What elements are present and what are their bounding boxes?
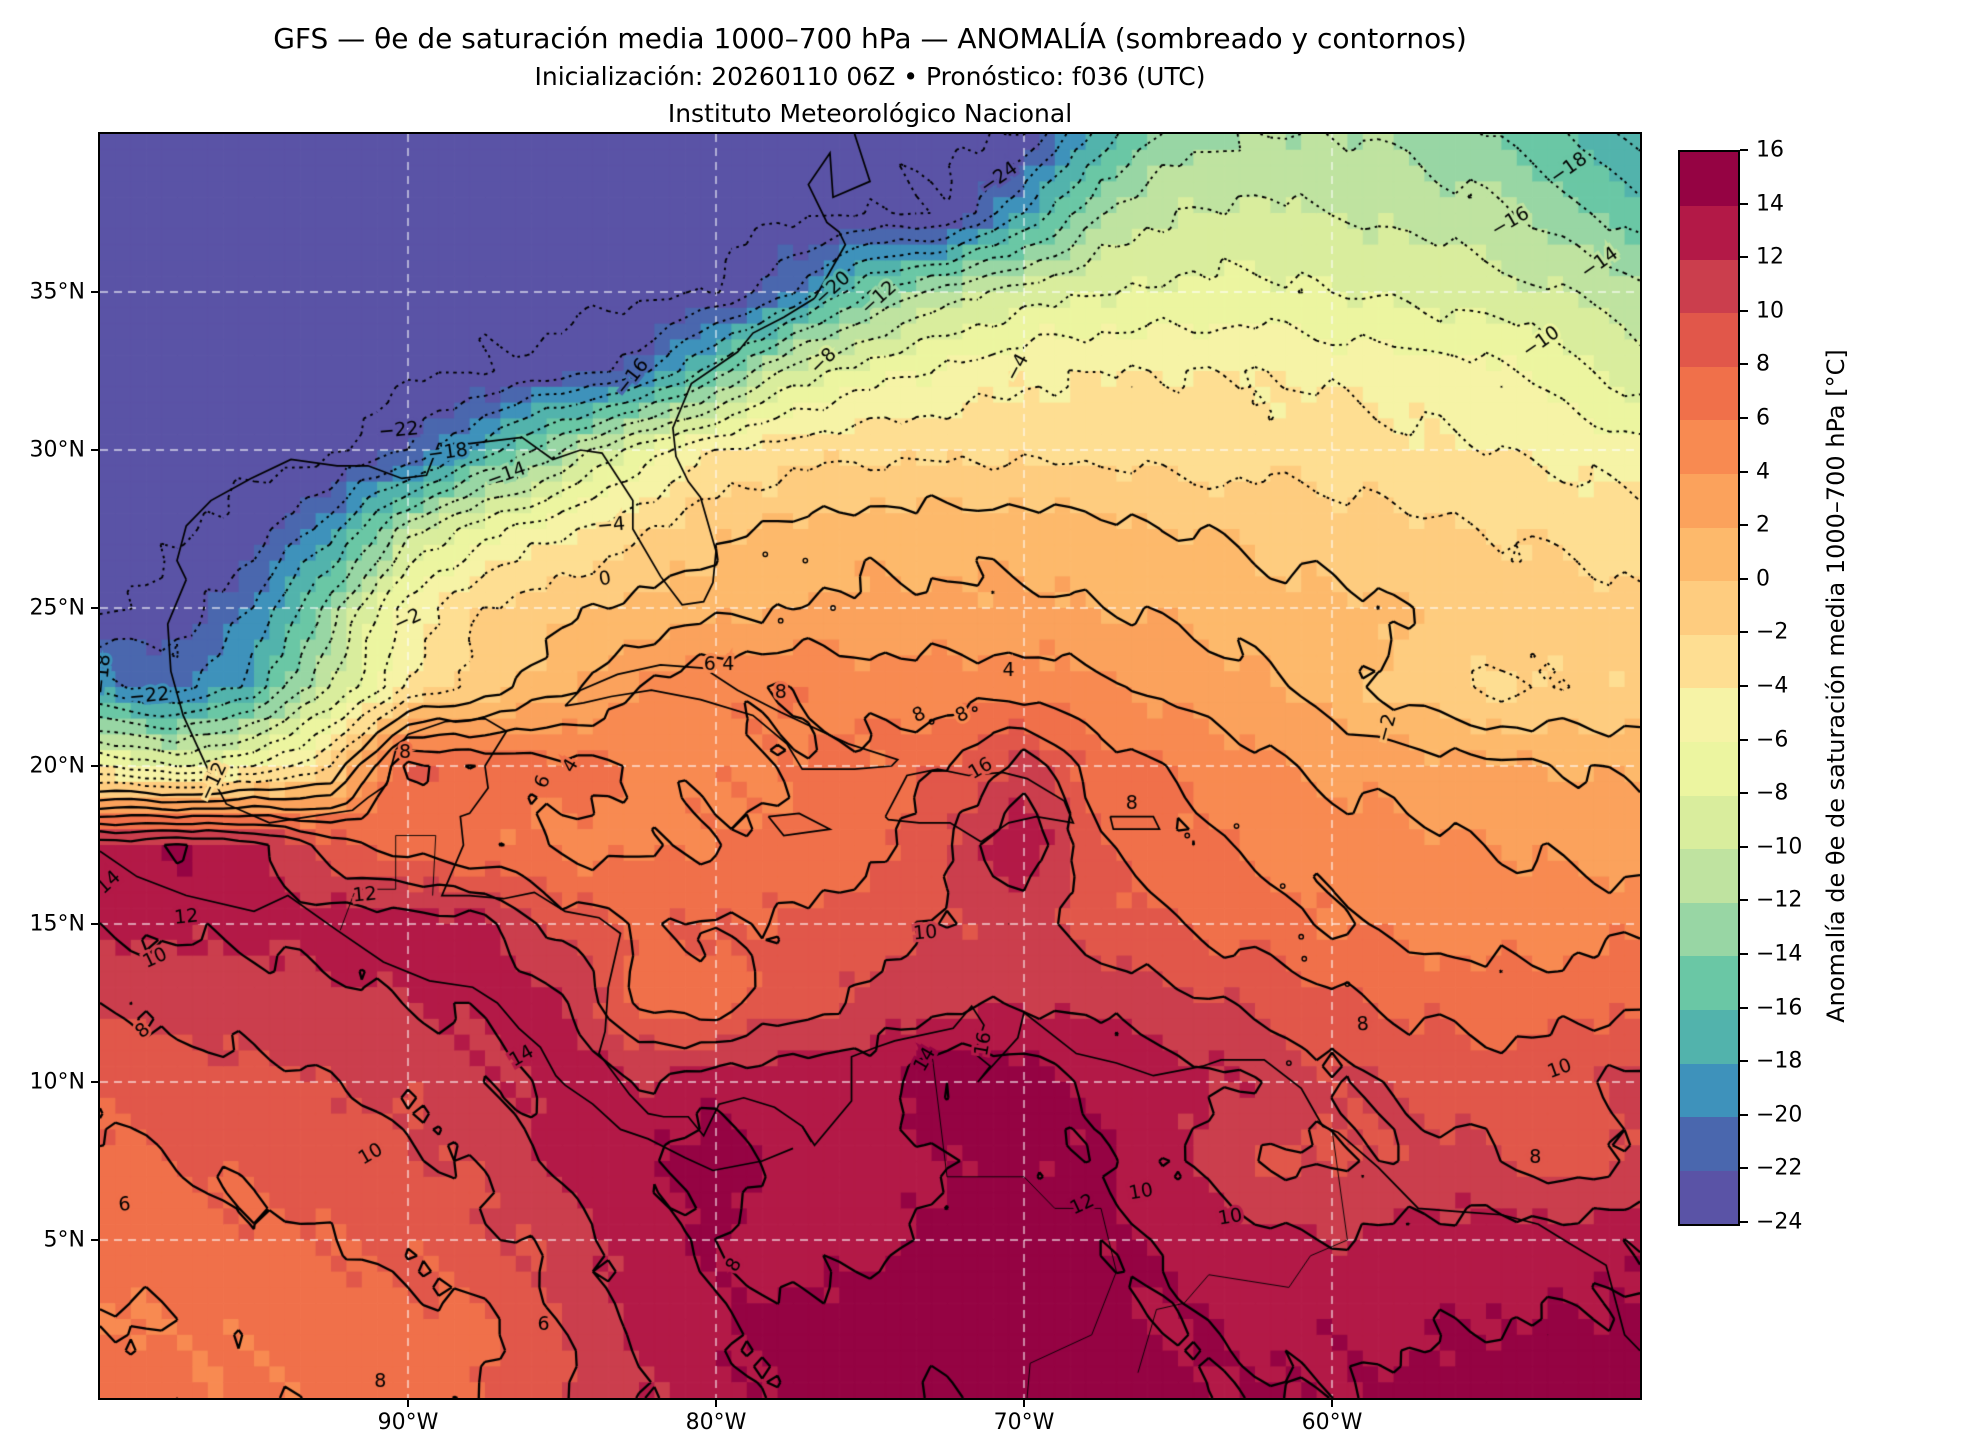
colorbar-tick-label: 10 [1756,298,1784,324]
colorbar-tick-mark [1740,202,1748,205]
y-tick-mark [91,607,100,609]
colorbar-tick-label: −16 [1756,995,1803,1021]
x-tick-mark [1331,1398,1333,1407]
colorbar-tick-mark [1740,577,1748,580]
x-tick-label: 60°W [1301,1410,1363,1435]
colorbar-segment [1680,1009,1738,1064]
y-tick-label: 15°N [29,911,85,937]
colorbar-segment [1680,205,1738,260]
y-tick-label: 20°N [29,753,85,779]
colorbar-segment [1680,1063,1738,1118]
colorbar-tick-label: −10 [1756,834,1803,860]
colorbar-tick-label: −22 [1756,1155,1803,1181]
colorbar-tick-mark [1740,1221,1748,1223]
colorbar-tick-label: 4 [1756,459,1770,485]
colorbar-tick-label: 2 [1756,512,1770,538]
colorbar-tick-label: −24 [1756,1209,1803,1235]
colorbar-tick-mark [1740,845,1748,848]
colorbar-tick-mark [1740,309,1748,312]
colorbar-tick-label: 6 [1756,405,1770,431]
colorbar-tick-label: −4 [1756,673,1789,699]
anomaly-contour-map-canvas [100,134,1640,1398]
subtitle-init-forecast: Inicialización: 20260110 06Z • Pronóstic… [534,62,1206,91]
colorbar-tick-label: −2 [1756,619,1789,645]
y-tick-mark [91,1081,100,1083]
x-tick-label: 90°W [377,1410,439,1435]
colorbar-axis-label: Anomalía de θe de saturación media 1000–… [1822,349,1850,1023]
y-tick-label: 5°N [43,1227,85,1253]
y-tick-mark [91,291,100,293]
colorbar-segment [1680,152,1738,207]
y-tick-label: 10°N [29,1069,85,1095]
colorbar-tick-mark [1740,631,1748,634]
colorbar-tick-label: 12 [1756,244,1784,270]
colorbar-tick-label: −12 [1756,887,1803,913]
colorbar-tick-mark [1740,953,1748,955]
colorbar-segment [1680,366,1738,421]
colorbar-segment [1680,580,1738,635]
colorbar-tick-mark [1740,792,1748,795]
colorbar-segment [1680,312,1738,367]
y-tick-mark [91,1239,100,1241]
x-tick-mark [407,1398,409,1407]
colorbar [1678,150,1740,1226]
colorbar-tick-label: 8 [1756,351,1770,377]
colorbar-segment [1680,1116,1738,1171]
colorbar-segment [1680,527,1738,582]
y-tick-mark [91,765,100,767]
colorbar-tick-mark [1740,738,1748,741]
colorbar-segment [1680,956,1738,1011]
colorbar-tick-mark [1740,149,1748,151]
colorbar-tick-mark [1740,363,1748,366]
colorbar-tick-mark [1740,899,1748,902]
colorbar-segment [1680,741,1738,796]
colorbar-segment [1680,634,1738,689]
colorbar-tick-label: 0 [1756,566,1770,592]
colorbar-segment [1680,795,1738,850]
y-tick-label: 30°N [29,437,85,463]
colorbar-tick-label: 16 [1756,137,1784,163]
colorbar-tick-mark [1740,1113,1748,1116]
colorbar-segment [1680,688,1738,743]
colorbar-tick-mark [1740,417,1748,419]
colorbar-tick-mark [1740,1006,1748,1009]
colorbar-tick-label: −20 [1756,1102,1803,1128]
y-tick-mark [91,449,100,451]
colorbar-segment [1680,259,1738,314]
x-tick-label: 80°W [685,1410,747,1435]
colorbar-tick-label: −8 [1756,780,1789,806]
map-plot-area [98,132,1642,1400]
institution-name: Instituto Meteorológico Nacional [667,99,1073,128]
colorbar-tick-label: 14 [1756,191,1784,217]
colorbar-tick-mark [1740,470,1748,473]
colorbar-segment [1680,902,1738,957]
colorbar-segment [1680,473,1738,528]
colorbar-tick-mark [1740,1167,1748,1170]
page-title: GFS — θe de saturación media 1000–700 hP… [273,22,1467,55]
colorbar-segment [1680,420,1738,475]
colorbar-tick-label: −6 [1756,727,1789,753]
y-tick-label: 25°N [29,595,85,621]
colorbar-segment [1680,848,1738,903]
x-tick-mark [715,1398,717,1407]
colorbar-tick-mark [1740,1060,1748,1063]
y-tick-label: 35°N [29,279,85,305]
colorbar-tick-mark [1740,256,1748,259]
colorbar-tick-mark [1740,685,1748,687]
colorbar-tick-label: −14 [1756,941,1803,967]
y-tick-mark [91,923,100,925]
x-tick-label: 70°W [993,1410,1055,1435]
colorbar-tick-label: −18 [1756,1048,1803,1074]
colorbar-tick-mark [1740,524,1748,527]
colorbar-segment [1680,1170,1738,1225]
x-tick-mark [1023,1398,1025,1407]
